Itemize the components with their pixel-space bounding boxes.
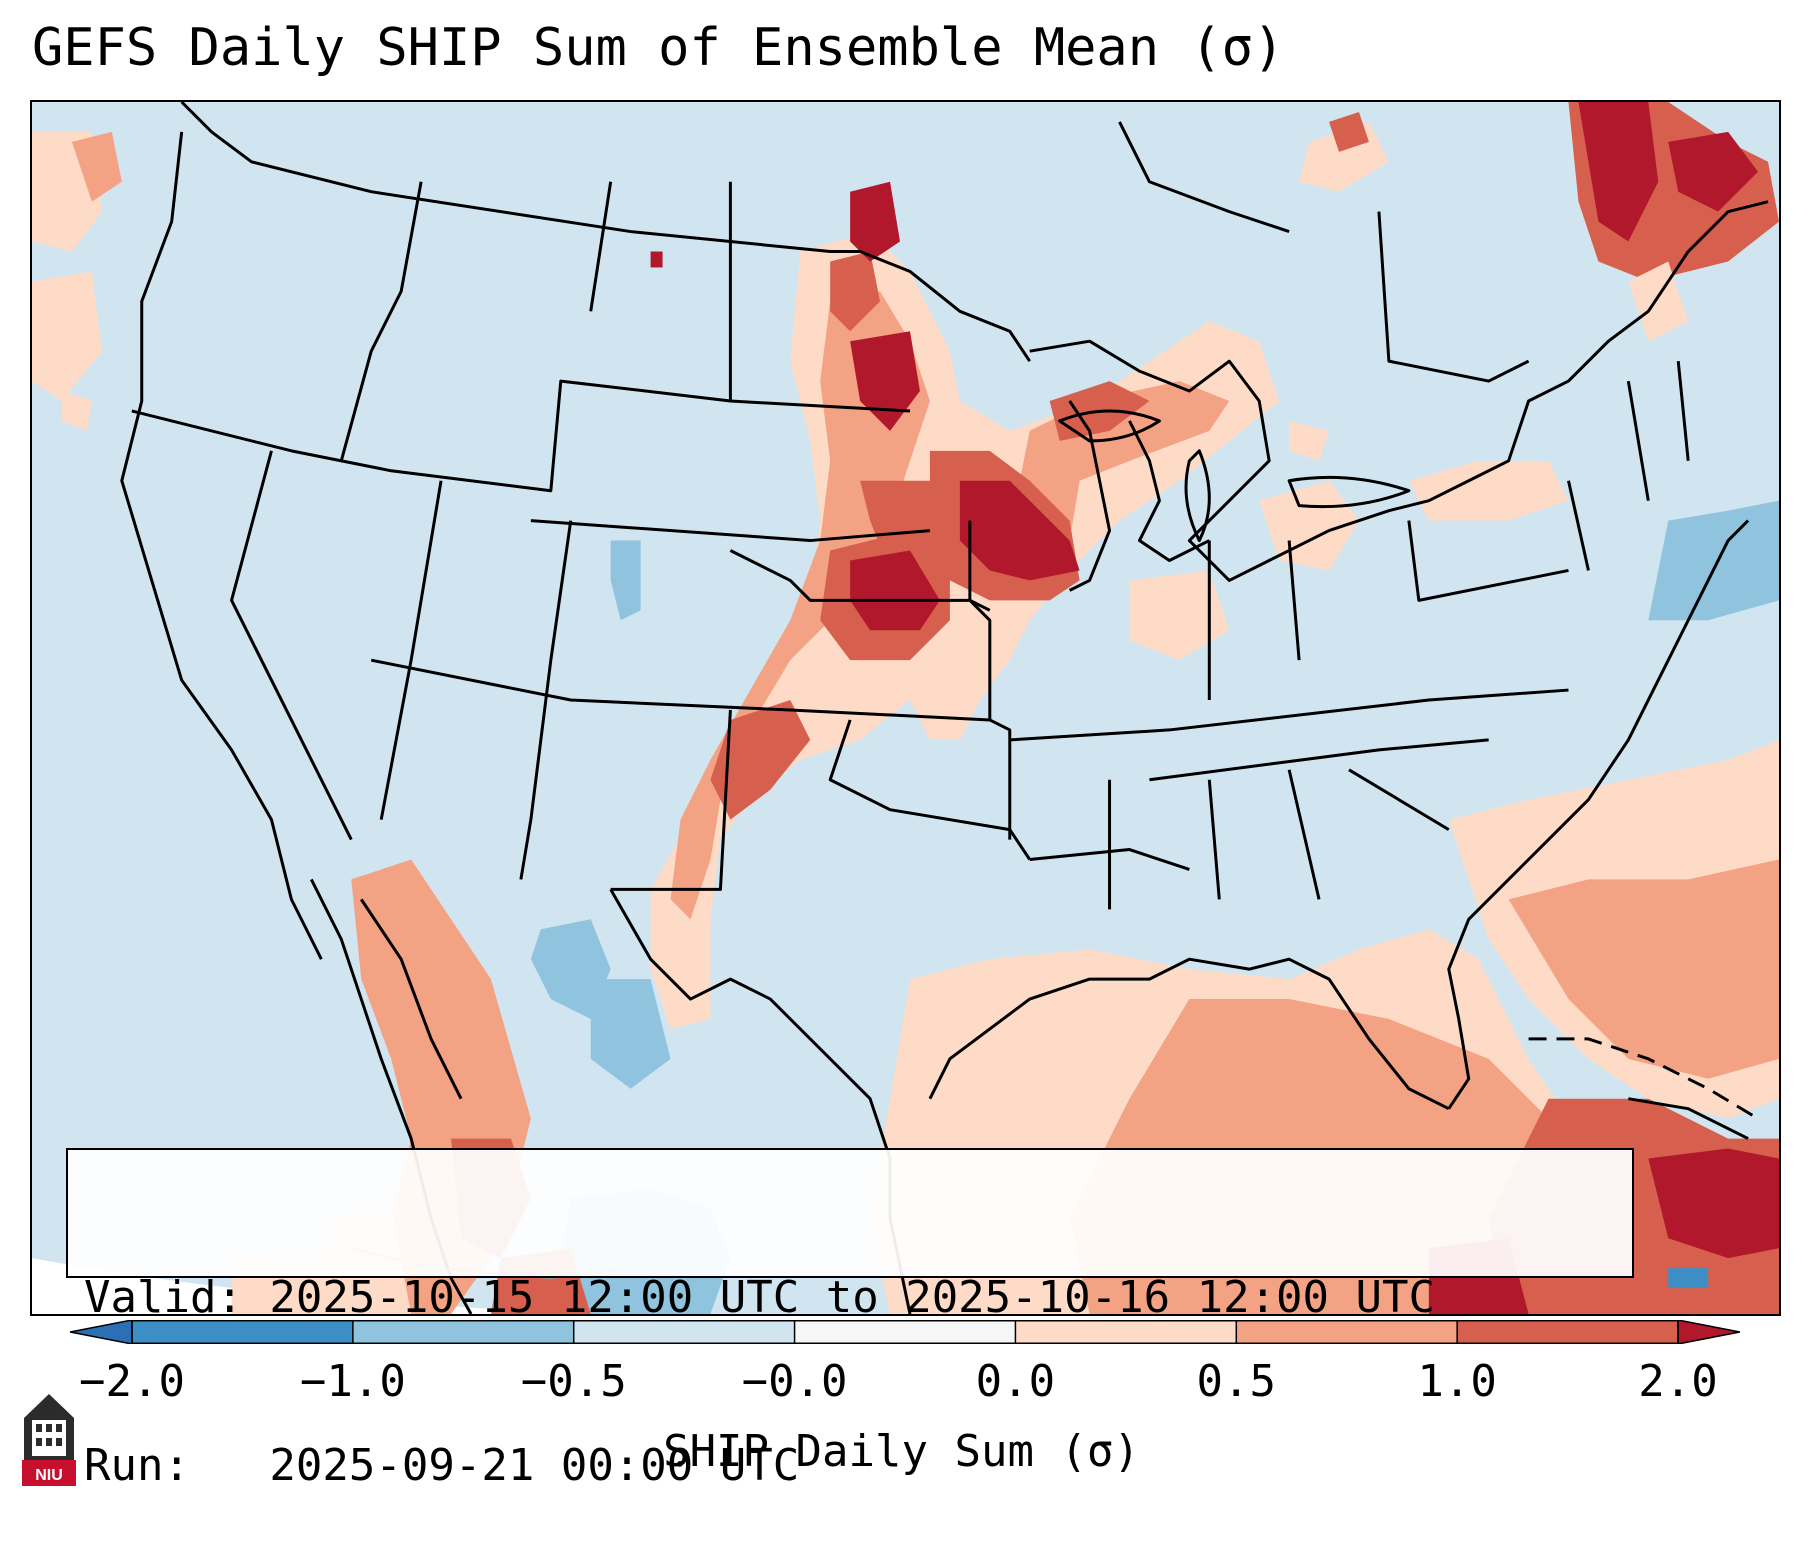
political-boundaries bbox=[120, 102, 1769, 1314]
niu-logo-icon: NIU bbox=[22, 1394, 76, 1486]
colorbar-tick-label: −2.0 bbox=[79, 1356, 185, 1407]
colorbar-bin bbox=[132, 1320, 354, 1344]
colorbar-tick-label: 1.0 bbox=[1417, 1356, 1497, 1407]
colorbar-tick-label: −0.0 bbox=[741, 1356, 848, 1407]
colorbar-bin bbox=[1236, 1320, 1458, 1344]
colorbar bbox=[70, 1320, 1740, 1344]
colorbar-label: SHIP Daily Sum (σ) bbox=[663, 1426, 1140, 1477]
valid-run-info-box: Valid: 2025-10-15 12:00 UTC to 2025-10-1… bbox=[66, 1148, 1634, 1491]
colorbar-bin bbox=[794, 1320, 1016, 1344]
colorbar-tick-label: 0.0 bbox=[975, 1356, 1056, 1407]
run-time-text: Run: 2025-09-21 00:00 UTC bbox=[84, 1440, 800, 1491]
colorbar-bin bbox=[573, 1320, 796, 1344]
colorbar-bin bbox=[1015, 1320, 1237, 1344]
colorbar-tick-label: −0.5 bbox=[520, 1356, 627, 1407]
niu-logo-text: NIU bbox=[35, 1467, 63, 1484]
colorbar-tick-label: −1.0 bbox=[299, 1356, 406, 1407]
map-panel bbox=[30, 100, 1781, 1316]
colorbar-extend-low bbox=[70, 1320, 133, 1344]
valid-time-text: Valid: 2025-10-15 12:00 UTC to 2025-10-1… bbox=[84, 1272, 1436, 1323]
colorbar-tick-label: 2.0 bbox=[1638, 1356, 1718, 1407]
colorbar-bin bbox=[1457, 1320, 1679, 1344]
colorbar-extend-high bbox=[1677, 1320, 1740, 1344]
colorbar-tick-label: 0.5 bbox=[1196, 1356, 1277, 1407]
colorbar-bin bbox=[352, 1320, 575, 1344]
map-domain-edge-left bbox=[32, 1258, 731, 1314]
map-title: GEFS Daily SHIP Sum of Ensemble Mean (σ) bbox=[32, 18, 1285, 78]
map-canvas bbox=[32, 102, 1779, 1314]
